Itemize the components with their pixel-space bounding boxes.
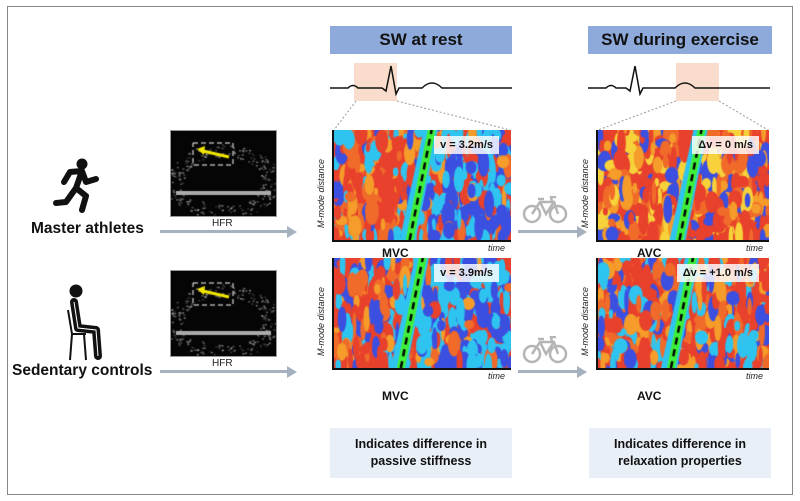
valve-label: AVC bbox=[637, 246, 662, 260]
velocity-label: Δv = +1.0 m/s bbox=[676, 264, 759, 282]
echocardiogram-image-athletes bbox=[170, 130, 277, 217]
group-label-controls: Sedentary controls bbox=[12, 362, 153, 379]
arrow-right bbox=[518, 225, 587, 238]
x-axis-label: time bbox=[488, 371, 506, 381]
velocity-label: v = 3.9m/s bbox=[434, 264, 499, 282]
arrow-right bbox=[518, 365, 587, 378]
shear-wave-map-controls-rest: v = 3.9m/s bbox=[332, 258, 511, 370]
arrow-right bbox=[160, 225, 297, 238]
velocity-label: v = 3.2m/s bbox=[434, 136, 499, 154]
modality-label: HFR bbox=[212, 358, 233, 369]
x-axis-label: time bbox=[488, 243, 506, 253]
shear-wave-map-controls-exercise: Δv = +1.0 m/s bbox=[596, 258, 769, 370]
conclusion-exercise: Indicates difference in relaxation prope… bbox=[589, 428, 771, 478]
conclusion-line: passive stiffness bbox=[370, 454, 472, 468]
echocardiogram-image-controls bbox=[170, 270, 277, 357]
conclusion-line: Indicates difference in bbox=[614, 437, 746, 451]
header-exercise: SW during exercise bbox=[588, 26, 772, 54]
conclusion-line: Indicates difference in bbox=[355, 437, 487, 451]
valve-label: MVC bbox=[382, 246, 409, 260]
shear-wave-map-athletes-exercise: Δv = 0 m/s bbox=[596, 130, 769, 242]
velocity-label: Δv = 0 m/s bbox=[692, 136, 759, 154]
x-axis-label: time bbox=[746, 371, 764, 381]
figure-frame bbox=[7, 6, 793, 495]
header-rest: SW at rest bbox=[330, 26, 512, 54]
bicycle-icon bbox=[522, 336, 568, 364]
valve-label: AVC bbox=[637, 389, 662, 403]
y-axis-label: M-mode distance bbox=[580, 286, 590, 356]
y-axis-label: M-mode distance bbox=[316, 286, 326, 356]
running-person-icon bbox=[53, 158, 99, 213]
conclusion-line: relaxation properties bbox=[618, 454, 742, 468]
x-axis-label: time bbox=[746, 243, 764, 253]
arrow-right bbox=[160, 365, 297, 378]
y-axis-label: M-mode distance bbox=[316, 158, 326, 228]
modality-label: HFR bbox=[212, 218, 233, 229]
highlight-t-wave bbox=[676, 63, 719, 101]
y-axis-label: M-mode distance bbox=[580, 158, 590, 228]
conclusion-rest: Indicates difference in passive stiffnes… bbox=[330, 428, 512, 478]
bicycle-icon bbox=[522, 196, 568, 224]
group-label-athletes: Master athletes bbox=[31, 220, 144, 237]
shear-wave-map-athletes-rest: v = 3.2m/s bbox=[332, 130, 511, 242]
sitting-person-icon bbox=[67, 284, 102, 361]
ecg-traces bbox=[330, 63, 770, 131]
valve-label: MVC bbox=[382, 389, 409, 403]
